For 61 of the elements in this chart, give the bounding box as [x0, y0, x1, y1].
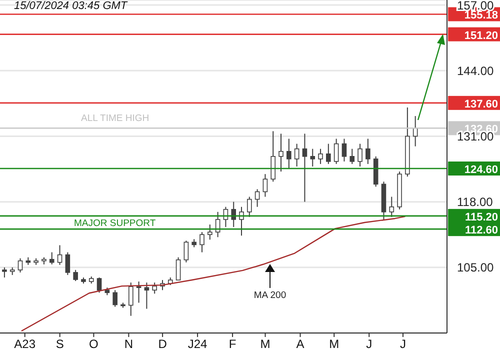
x-tick-label: J24 — [188, 337, 208, 350]
candlestick — [208, 224, 212, 240]
annotation: MA 200 — [252, 290, 288, 301]
x-tick-label: D — [158, 337, 168, 350]
candlestick — [254, 188, 260, 208]
candlestick — [294, 143, 300, 167]
candlestick — [247, 196, 252, 218]
candlestick — [49, 252, 54, 265]
x-tick-label: O — [89, 337, 98, 350]
candlestick — [65, 252, 70, 276]
candlestick — [231, 201, 236, 228]
candlestick — [200, 232, 204, 253]
candlestick — [334, 138, 339, 164]
candlestick — [358, 143, 362, 167]
x-tick-label: F — [228, 337, 236, 350]
candlestick — [2, 266, 7, 278]
candlestick — [57, 244, 62, 266]
candlestick — [278, 133, 284, 172]
candlestick — [270, 130, 276, 182]
annotation: 15/07/2024 03:45 GMT — [14, 0, 129, 12]
candlestick — [176, 256, 181, 281]
candlestick — [350, 148, 355, 164]
candlestick — [112, 290, 118, 308]
ref-line-label: 137.60 — [464, 98, 498, 110]
ref-line-label: 151.20 — [464, 30, 498, 42]
candlestick — [262, 174, 268, 198]
candlestick — [152, 282, 157, 294]
candlestick — [366, 138, 370, 164]
candlestick — [318, 148, 323, 164]
candlestick — [144, 282, 150, 310]
candlestick — [18, 258, 23, 273]
candlestick — [184, 240, 189, 263]
ref-line-label: 112.60 — [464, 224, 498, 237]
x-tick-label: M — [260, 337, 270, 350]
x-tick-label: J — [366, 337, 372, 350]
x-tick-label: S — [56, 337, 64, 350]
annotation: MAJOR SUPPORT — [74, 218, 157, 229]
candlestick — [136, 281, 142, 304]
annotation: ALL TIME HIGH — [81, 113, 150, 124]
candlestick — [326, 143, 331, 164]
candlestick — [310, 148, 316, 167]
candlestick — [286, 138, 292, 170]
y-tick-label: 144.00 — [457, 64, 494, 78]
x-tick-label: N — [124, 337, 134, 350]
ref-line-label: 124.60 — [464, 164, 498, 176]
candlestick — [96, 277, 102, 294]
candlestick — [302, 133, 308, 202]
line-series — [20, 216, 406, 332]
x-tick-label: A — [296, 337, 304, 350]
x-tick-label: A23 — [14, 337, 36, 350]
candlestick — [73, 269, 78, 282]
x-tick-label: M — [329, 337, 340, 350]
candlestick — [128, 282, 134, 316]
candlestick — [342, 138, 347, 162]
candlestick — [389, 196, 394, 218]
y-tick-label: 118.00 — [457, 195, 494, 210]
x-tick-label: J — [400, 337, 406, 350]
ref-line-label: 155.18 — [464, 10, 498, 22]
candlestick — [239, 206, 244, 236]
y-tick-label: 105.00 — [457, 260, 494, 275]
ref-line-label: 115.20 — [464, 211, 498, 224]
